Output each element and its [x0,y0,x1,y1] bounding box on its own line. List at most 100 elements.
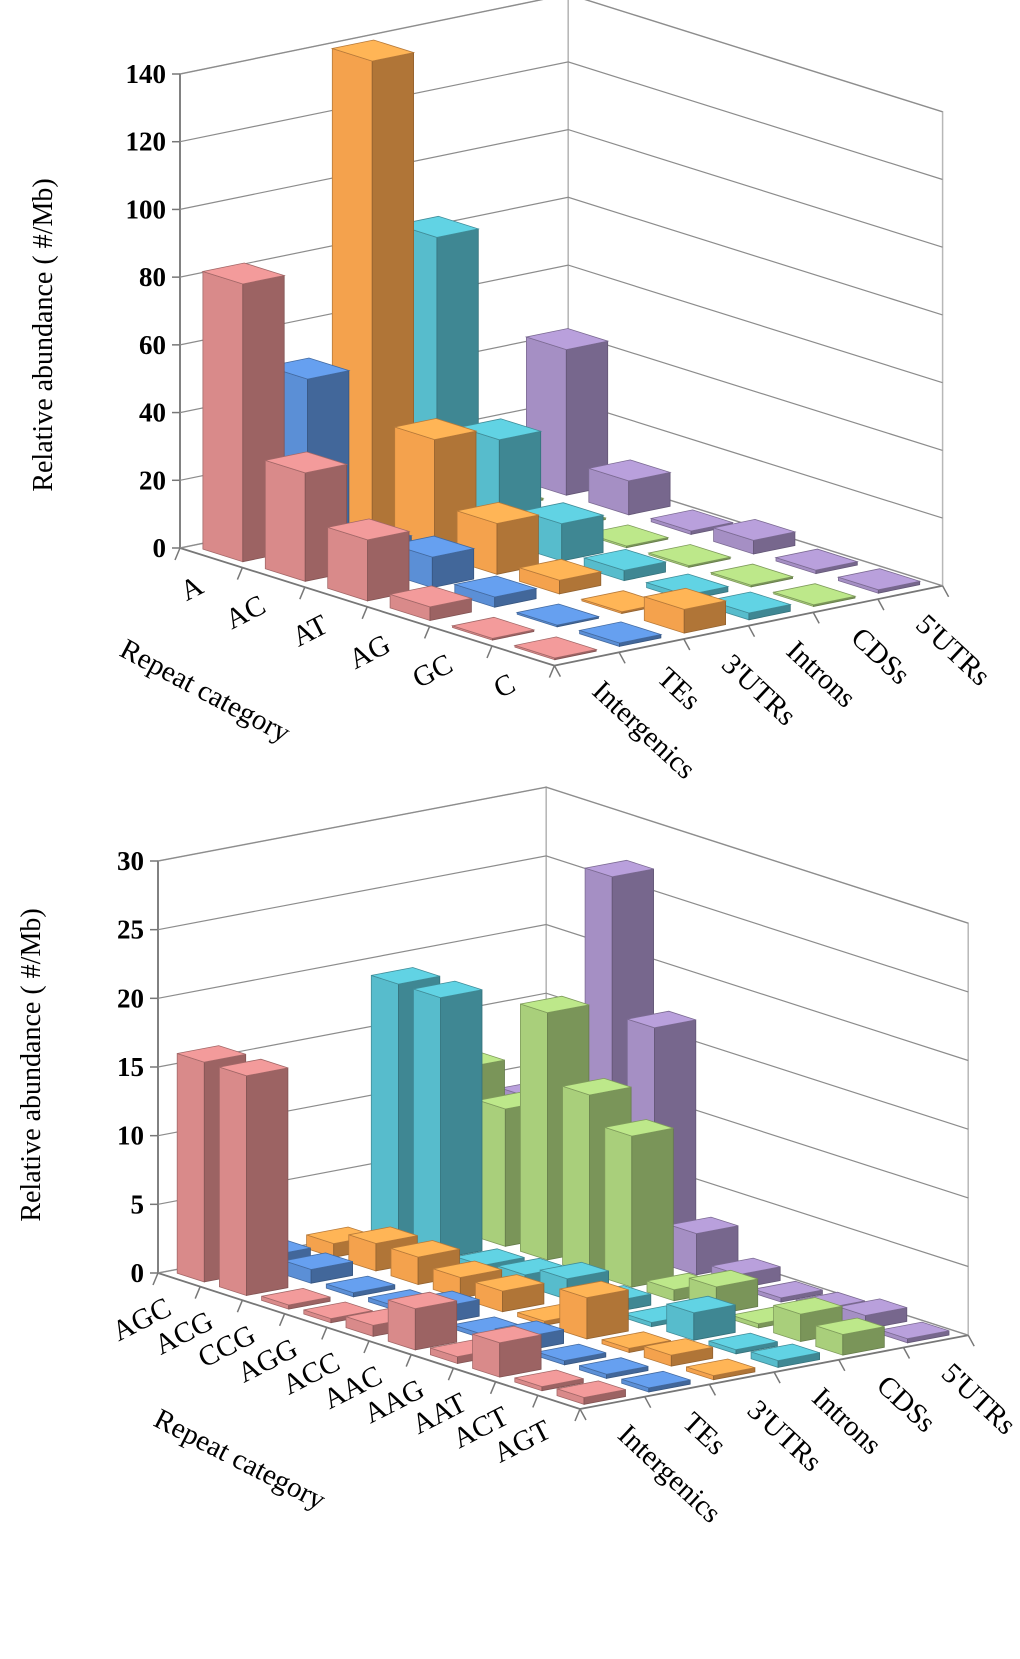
gridline [157,786,969,924]
y-tick-label: 15 [117,1052,144,1082]
bar-TEs-AGT [621,1370,691,1393]
bar-5'UTRs-GC [774,548,859,575]
bar-Intergenics-AAT [472,1325,542,1378]
bar-Intergenics-ACG [218,1058,289,1297]
y-tick-label: 120 [126,127,167,157]
bar-3'UTRs-AG [517,558,603,595]
bar-Introns-ACG [413,980,483,1260]
bar-Intergenics-C [513,636,598,661]
bar-Intergenics-GC [450,616,536,641]
category-tick-mark [299,586,306,600]
category-label: AC [220,589,270,636]
category-tick-mark [574,1408,581,1422]
category-tick-mark [532,1395,539,1408]
bar-5'UTRs-AAG [753,1280,823,1303]
bar-CDSs-AG [647,544,732,568]
bar-5'UTRs-ACC [669,1216,739,1276]
category-tick-mark [194,1286,201,1299]
bar-3'UTRs-CCG [390,1240,460,1286]
bar-CDSs-AGT [815,1317,885,1356]
series-tick-mark [683,638,691,651]
category-label: C [489,668,521,705]
bar-Introns-AAT [666,1295,736,1341]
bar-CDSs-ACC [604,1119,674,1288]
series-label: TEs [676,1406,732,1461]
category-tick-mark [489,1381,497,1395]
bar-TEs-ACG [283,1252,354,1284]
category-tick-mark [278,1313,286,1327]
bar-Introns-AG [582,548,668,582]
y-tick-label: 20 [139,465,166,495]
series-label: TEs [651,661,707,716]
bar-3'UTRs-ACC [474,1274,545,1313]
y-tick-label: 25 [117,915,144,945]
series-tick-mark [747,625,756,638]
bar-5'UTRs-C [836,568,922,594]
series-tick-mark [773,1371,781,1384]
category-tick-mark [152,1272,159,1286]
bar-5'UTRs-AC [587,459,672,516]
bar-Intergenics-CCG [261,1287,331,1310]
category-label: A [175,570,208,608]
y-axis-title: Relative abundance ( #/Mb) [16,908,47,1221]
category-tick-mark [236,1299,244,1313]
category-label: AT [287,609,333,654]
bar-Intergenics-AG [388,585,473,622]
series-tick-mark [812,612,820,624]
chart-dinucleotide: 0 20 40 60 80 100 120 140 Relative abundance ( #… [28,0,996,786]
gridline [157,992,969,1130]
category-tick-mark [361,606,368,620]
gridline [179,0,943,113]
gridline [179,196,943,316]
gridline [179,264,943,384]
bar-Intergenics-AAC [387,1291,458,1351]
y-tick-label: 20 [117,983,144,1013]
category-tick-mark [486,645,493,659]
bar-5'UTRs-AG [712,518,797,555]
bar-3'UTRs-C [642,587,728,634]
y-tick-label: 10 [117,1121,144,1151]
category-tick-mark [321,1327,328,1340]
category-tick-mark [447,1367,455,1381]
bar-3'UTRs-AGT [686,1358,756,1381]
series-tick-mark [708,1384,717,1396]
bar-Introns-AGT [750,1343,820,1368]
y-tick-label: 80 [139,262,166,292]
bar-TEs-AAT [536,1343,607,1366]
series-tick-mark [553,665,562,677]
y-tick-label: 0 [131,1258,145,1288]
series-label: 5'UTRs [909,608,996,692]
bar-TEs-C [578,621,663,647]
bar-3'UTRs-ACT [643,1338,714,1367]
category-label: AG [344,628,396,676]
series-tick-mark [941,585,950,598]
bar-CDSs-GC [709,563,795,588]
gridline [179,61,943,181]
category-label: GC [408,648,458,695]
y-tick-label: 30 [117,846,144,876]
bar-Intergenics-AT [326,518,411,602]
gridline [157,855,969,993]
category-tick-mark [548,665,556,678]
bar-TEs-AG [453,575,538,608]
category-tick-mark [405,1354,412,1367]
category-axis-title: Repeat category [149,1403,331,1517]
bar-Intergenics-ACT [514,1369,584,1392]
bar-TEs-ACT [579,1357,649,1379]
y-tick-label: 5 [131,1189,145,1219]
bar-5'UTRs-AT [649,509,735,535]
bar-Intergenics-AGT [556,1380,626,1405]
y-tick-label: 0 [153,533,167,563]
series-tick-mark [902,1347,911,1359]
bar-TEs-CCG [325,1275,396,1298]
bar-CDSs-C [772,583,857,608]
series-label: CDSs [870,1369,941,1439]
bar-3'UTRs-AC [393,418,478,556]
series-tick-mark [618,651,626,664]
y-axis-title: Relative abundance ( #/Mb) [28,178,59,491]
category-tick-mark [423,626,431,639]
bar-5'UTRs-AGT [880,1321,950,1344]
series-tick-mark [579,1408,587,1421]
